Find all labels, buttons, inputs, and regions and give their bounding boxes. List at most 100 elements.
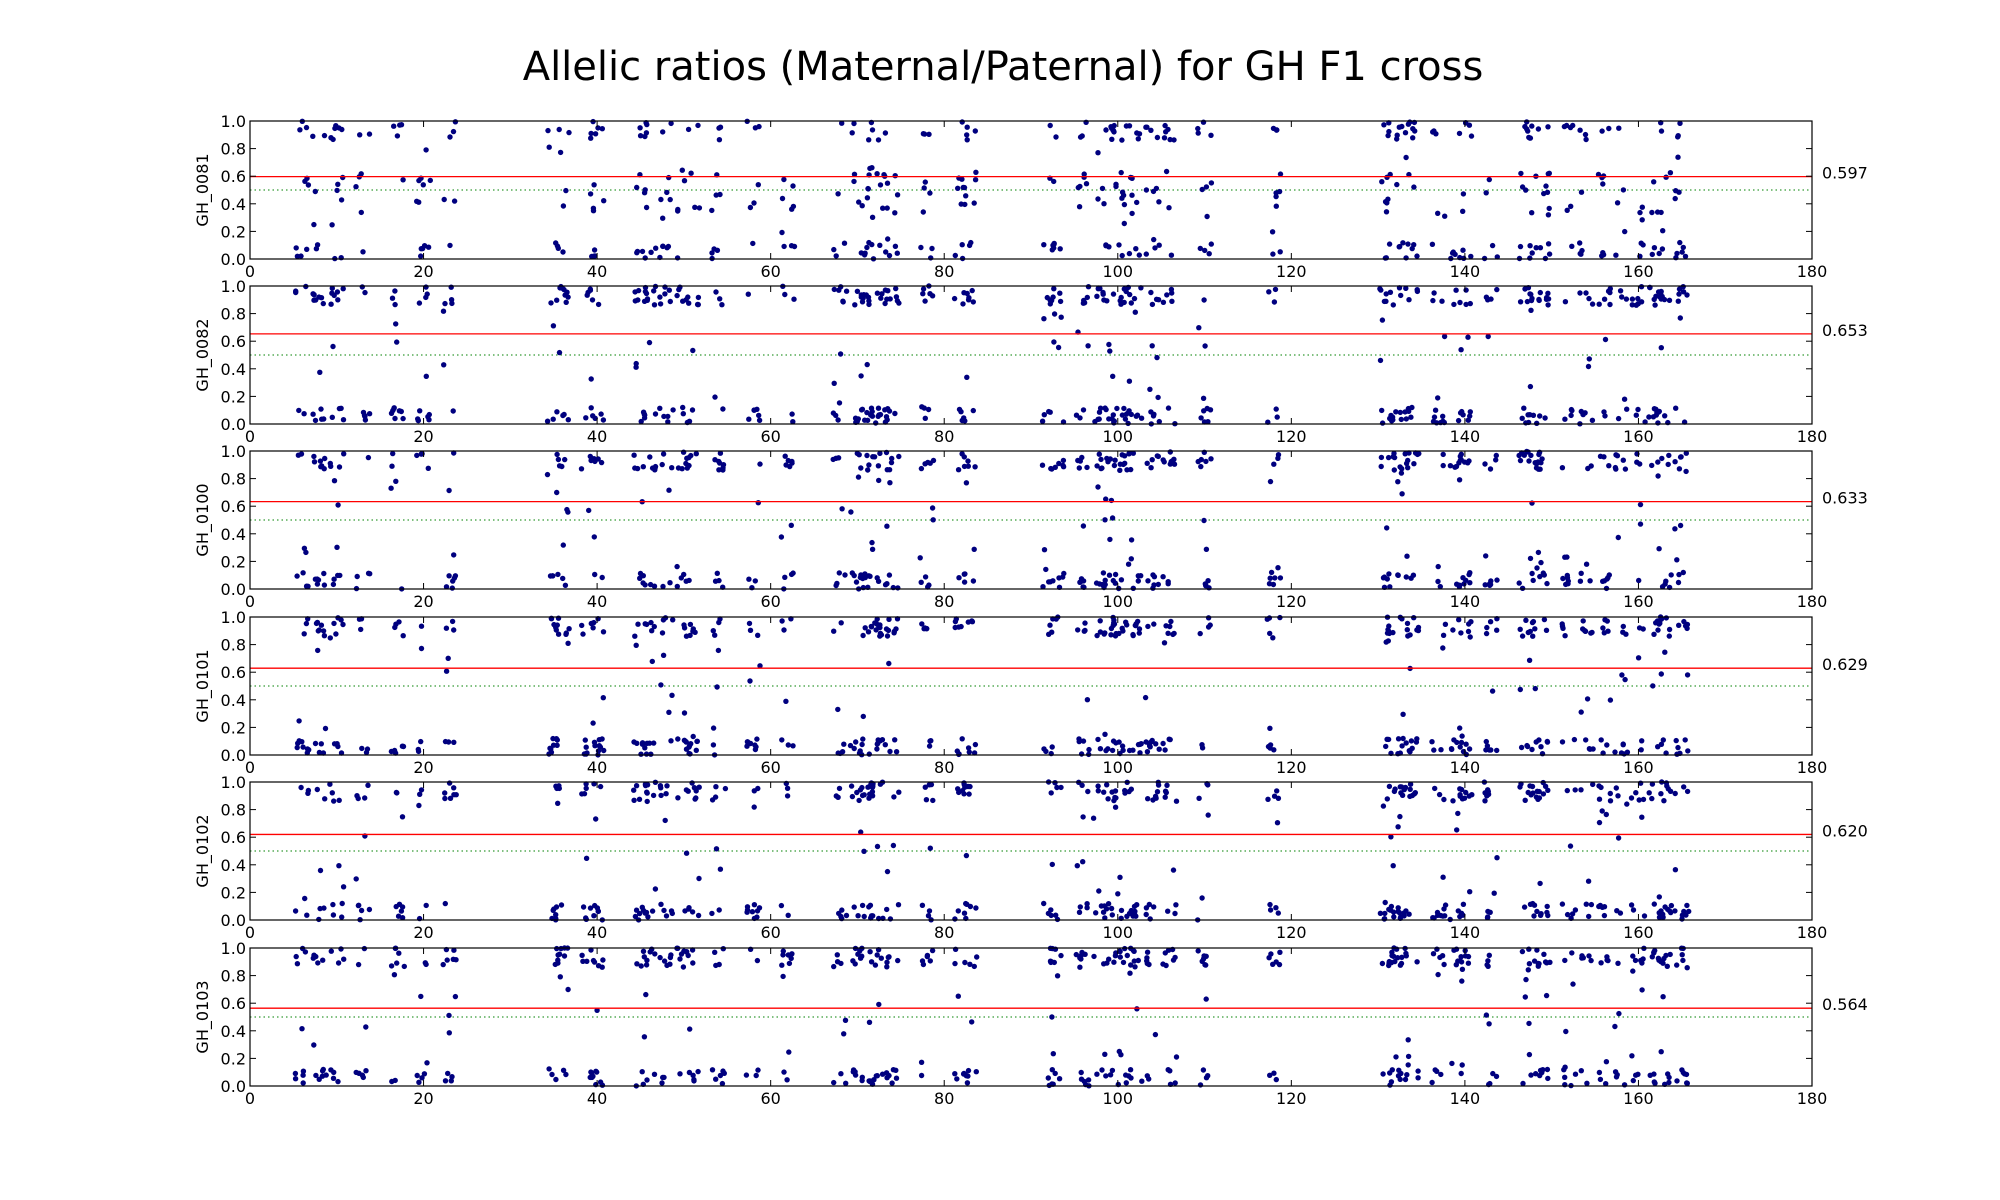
panel-GH_0081: 0 20 40 60 80 100 120 140 160 1800.00.20.40.60.81…	[193, 112, 1868, 281]
data-point	[1460, 208, 1466, 214]
data-point	[443, 625, 450, 631]
data-point	[1676, 622, 1682, 628]
data-point	[1397, 962, 1404, 968]
data-point	[1559, 465, 1566, 471]
data-point	[1440, 413, 1446, 419]
data-point	[1203, 996, 1209, 1002]
data-point	[328, 301, 334, 307]
data-point	[667, 298, 673, 305]
data-point	[668, 952, 674, 958]
data-point	[1543, 992, 1550, 999]
data-point	[1465, 417, 1472, 423]
data-point	[300, 1068, 307, 1074]
data-point	[331, 798, 337, 804]
data-point	[1485, 963, 1491, 969]
data-point	[952, 618, 959, 625]
data-point	[780, 973, 786, 980]
data-point	[1163, 168, 1170, 175]
data-point	[864, 195, 871, 201]
data-point	[864, 417, 871, 423]
data-point	[1529, 210, 1535, 216]
data-point	[423, 373, 429, 379]
data-point	[1208, 456, 1214, 462]
data-point	[689, 909, 696, 915]
data-point	[639, 1069, 645, 1075]
data-point	[951, 295, 958, 302]
data-point	[1468, 253, 1474, 260]
data-point	[878, 632, 885, 638]
data-point	[1051, 245, 1057, 251]
data-point	[636, 796, 643, 802]
data-point	[1453, 287, 1459, 293]
data-point	[755, 785, 761, 792]
data-point	[956, 406, 963, 413]
data-point	[445, 655, 451, 661]
data-point	[1162, 794, 1168, 800]
data-point	[892, 243, 899, 249]
data-point	[1440, 632, 1447, 638]
data-point	[1271, 461, 1277, 467]
data-point	[851, 120, 857, 127]
data-point	[1435, 563, 1441, 570]
data-point	[1162, 747, 1168, 753]
data-point	[1084, 697, 1091, 703]
data-point	[1148, 409, 1154, 415]
data-point	[1684, 672, 1691, 678]
data-point	[683, 850, 690, 856]
data-point	[314, 786, 320, 793]
data-point	[1630, 907, 1637, 913]
data-point	[394, 133, 401, 139]
data-point	[1116, 739, 1122, 745]
x-tick-label: 120	[1276, 427, 1307, 446]
data-point	[1051, 339, 1057, 345]
data-point	[1207, 622, 1213, 628]
data-point	[554, 622, 560, 628]
data-point	[1266, 955, 1272, 961]
data-point	[1395, 736, 1402, 742]
data-point	[633, 907, 640, 913]
data-point	[1047, 579, 1053, 585]
data-point	[779, 737, 785, 743]
data-point	[788, 243, 795, 249]
data-point	[659, 1080, 665, 1086]
data-point	[1199, 186, 1205, 193]
data-point	[1525, 967, 1532, 973]
y-tick-label: 1.0	[221, 773, 246, 792]
data-point	[747, 627, 754, 633]
data-point	[1165, 947, 1172, 953]
data-point	[1633, 790, 1639, 796]
data-point	[1660, 994, 1666, 1000]
data-point	[1045, 1075, 1052, 1081]
data-point	[1386, 571, 1392, 577]
data-point	[1630, 968, 1636, 974]
data-point	[1635, 295, 1641, 302]
data-point	[1527, 783, 1533, 789]
data-point	[318, 295, 325, 301]
data-point	[851, 178, 857, 185]
data-point	[866, 137, 872, 143]
data-point	[1467, 413, 1473, 419]
data-point	[600, 629, 607, 635]
data-point	[1403, 460, 1410, 467]
data-point	[791, 296, 797, 302]
data-point	[1544, 580, 1550, 587]
data-point	[1652, 947, 1658, 954]
data-point	[1195, 130, 1201, 136]
y-tick-label: 0.0	[221, 415, 246, 434]
data-point	[864, 452, 870, 459]
data-point	[555, 957, 561, 963]
data-point	[1674, 557, 1680, 563]
y-tick-label: 0.6	[221, 994, 246, 1013]
data-point	[1534, 565, 1540, 571]
data-point	[834, 952, 840, 958]
data-point	[1658, 671, 1665, 677]
data-point	[554, 297, 560, 303]
data-point	[1675, 579, 1682, 586]
data-point	[842, 572, 848, 578]
data-point	[1679, 952, 1685, 958]
data-point	[1517, 686, 1524, 693]
data-point	[632, 298, 638, 304]
data-point	[1404, 620, 1411, 627]
x-tick-label: 0	[245, 427, 255, 446]
data-point	[1460, 191, 1467, 197]
